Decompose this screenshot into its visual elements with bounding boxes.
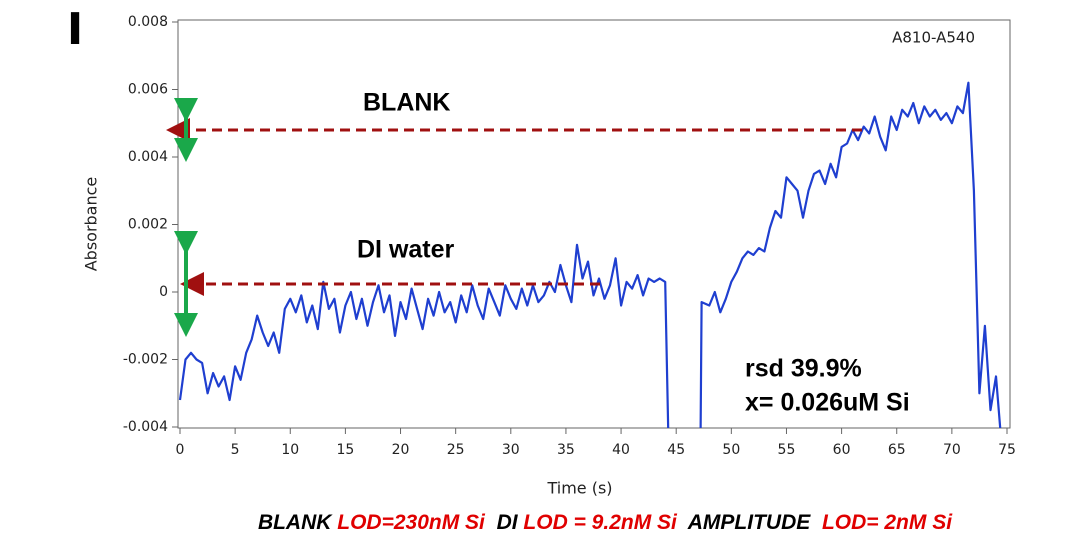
x-tick-label: 75 bbox=[998, 442, 1016, 458]
x-tick-label: 70 bbox=[943, 442, 961, 458]
x-tick-label: 40 bbox=[612, 442, 630, 458]
x-tick-label: 55 bbox=[778, 442, 796, 458]
annotation: x= 0.026uM Si bbox=[745, 389, 910, 417]
footer-part: DI bbox=[485, 511, 524, 534]
x-tick-label: 45 bbox=[667, 442, 685, 458]
x-tick-label: 35 bbox=[557, 442, 575, 458]
y-tick-label: -0.002 bbox=[123, 352, 168, 368]
x-tick-label: 30 bbox=[502, 442, 520, 458]
x-tick-label: 0 bbox=[176, 442, 185, 458]
annotation: BLANK bbox=[363, 89, 451, 117]
y-axis-label: Absorbance bbox=[82, 177, 101, 272]
x-axis-label: Time (s) bbox=[546, 479, 612, 498]
x-tick-label: 25 bbox=[447, 442, 465, 458]
footer-part: LOD=230nM Si bbox=[337, 511, 486, 534]
y-tick-label: -0.004 bbox=[123, 419, 168, 435]
plot-area bbox=[178, 81, 1002, 428]
x-tick-label: 60 bbox=[833, 442, 851, 458]
panel-marker: I bbox=[67, 4, 83, 55]
y-tick-label: 0.004 bbox=[128, 149, 168, 165]
x-tick-label: 15 bbox=[336, 442, 354, 458]
data-line bbox=[178, 81, 1002, 428]
x-tick-label: 5 bbox=[231, 442, 240, 458]
x-tick-label: 20 bbox=[392, 442, 410, 458]
footer-part: AMPLITUDE bbox=[677, 511, 822, 534]
annotation: DI water bbox=[357, 236, 455, 264]
legend-label: A810-A540 bbox=[892, 29, 975, 47]
y-tick-label: 0.008 bbox=[128, 14, 168, 30]
y-tick-label: 0 bbox=[159, 284, 168, 300]
footer-part: LOD = 9.2nM Si bbox=[523, 511, 678, 534]
annotation: rsd 39.9% bbox=[745, 355, 862, 383]
footer-part: LOD= 2nM Si bbox=[822, 511, 953, 534]
y-tick-label: 0.006 bbox=[128, 82, 168, 98]
x-tick-label: 50 bbox=[722, 442, 740, 458]
x-tick-label: 65 bbox=[888, 442, 906, 458]
y-tick-label: 0.002 bbox=[128, 217, 168, 233]
footer-part: BLANK bbox=[258, 511, 337, 534]
x-tick-label: 10 bbox=[281, 442, 299, 458]
plot-frame bbox=[177, 19, 1011, 429]
footer: BLANK LOD=230nM Si DI LOD = 9.2nM Si AMP… bbox=[258, 511, 953, 534]
